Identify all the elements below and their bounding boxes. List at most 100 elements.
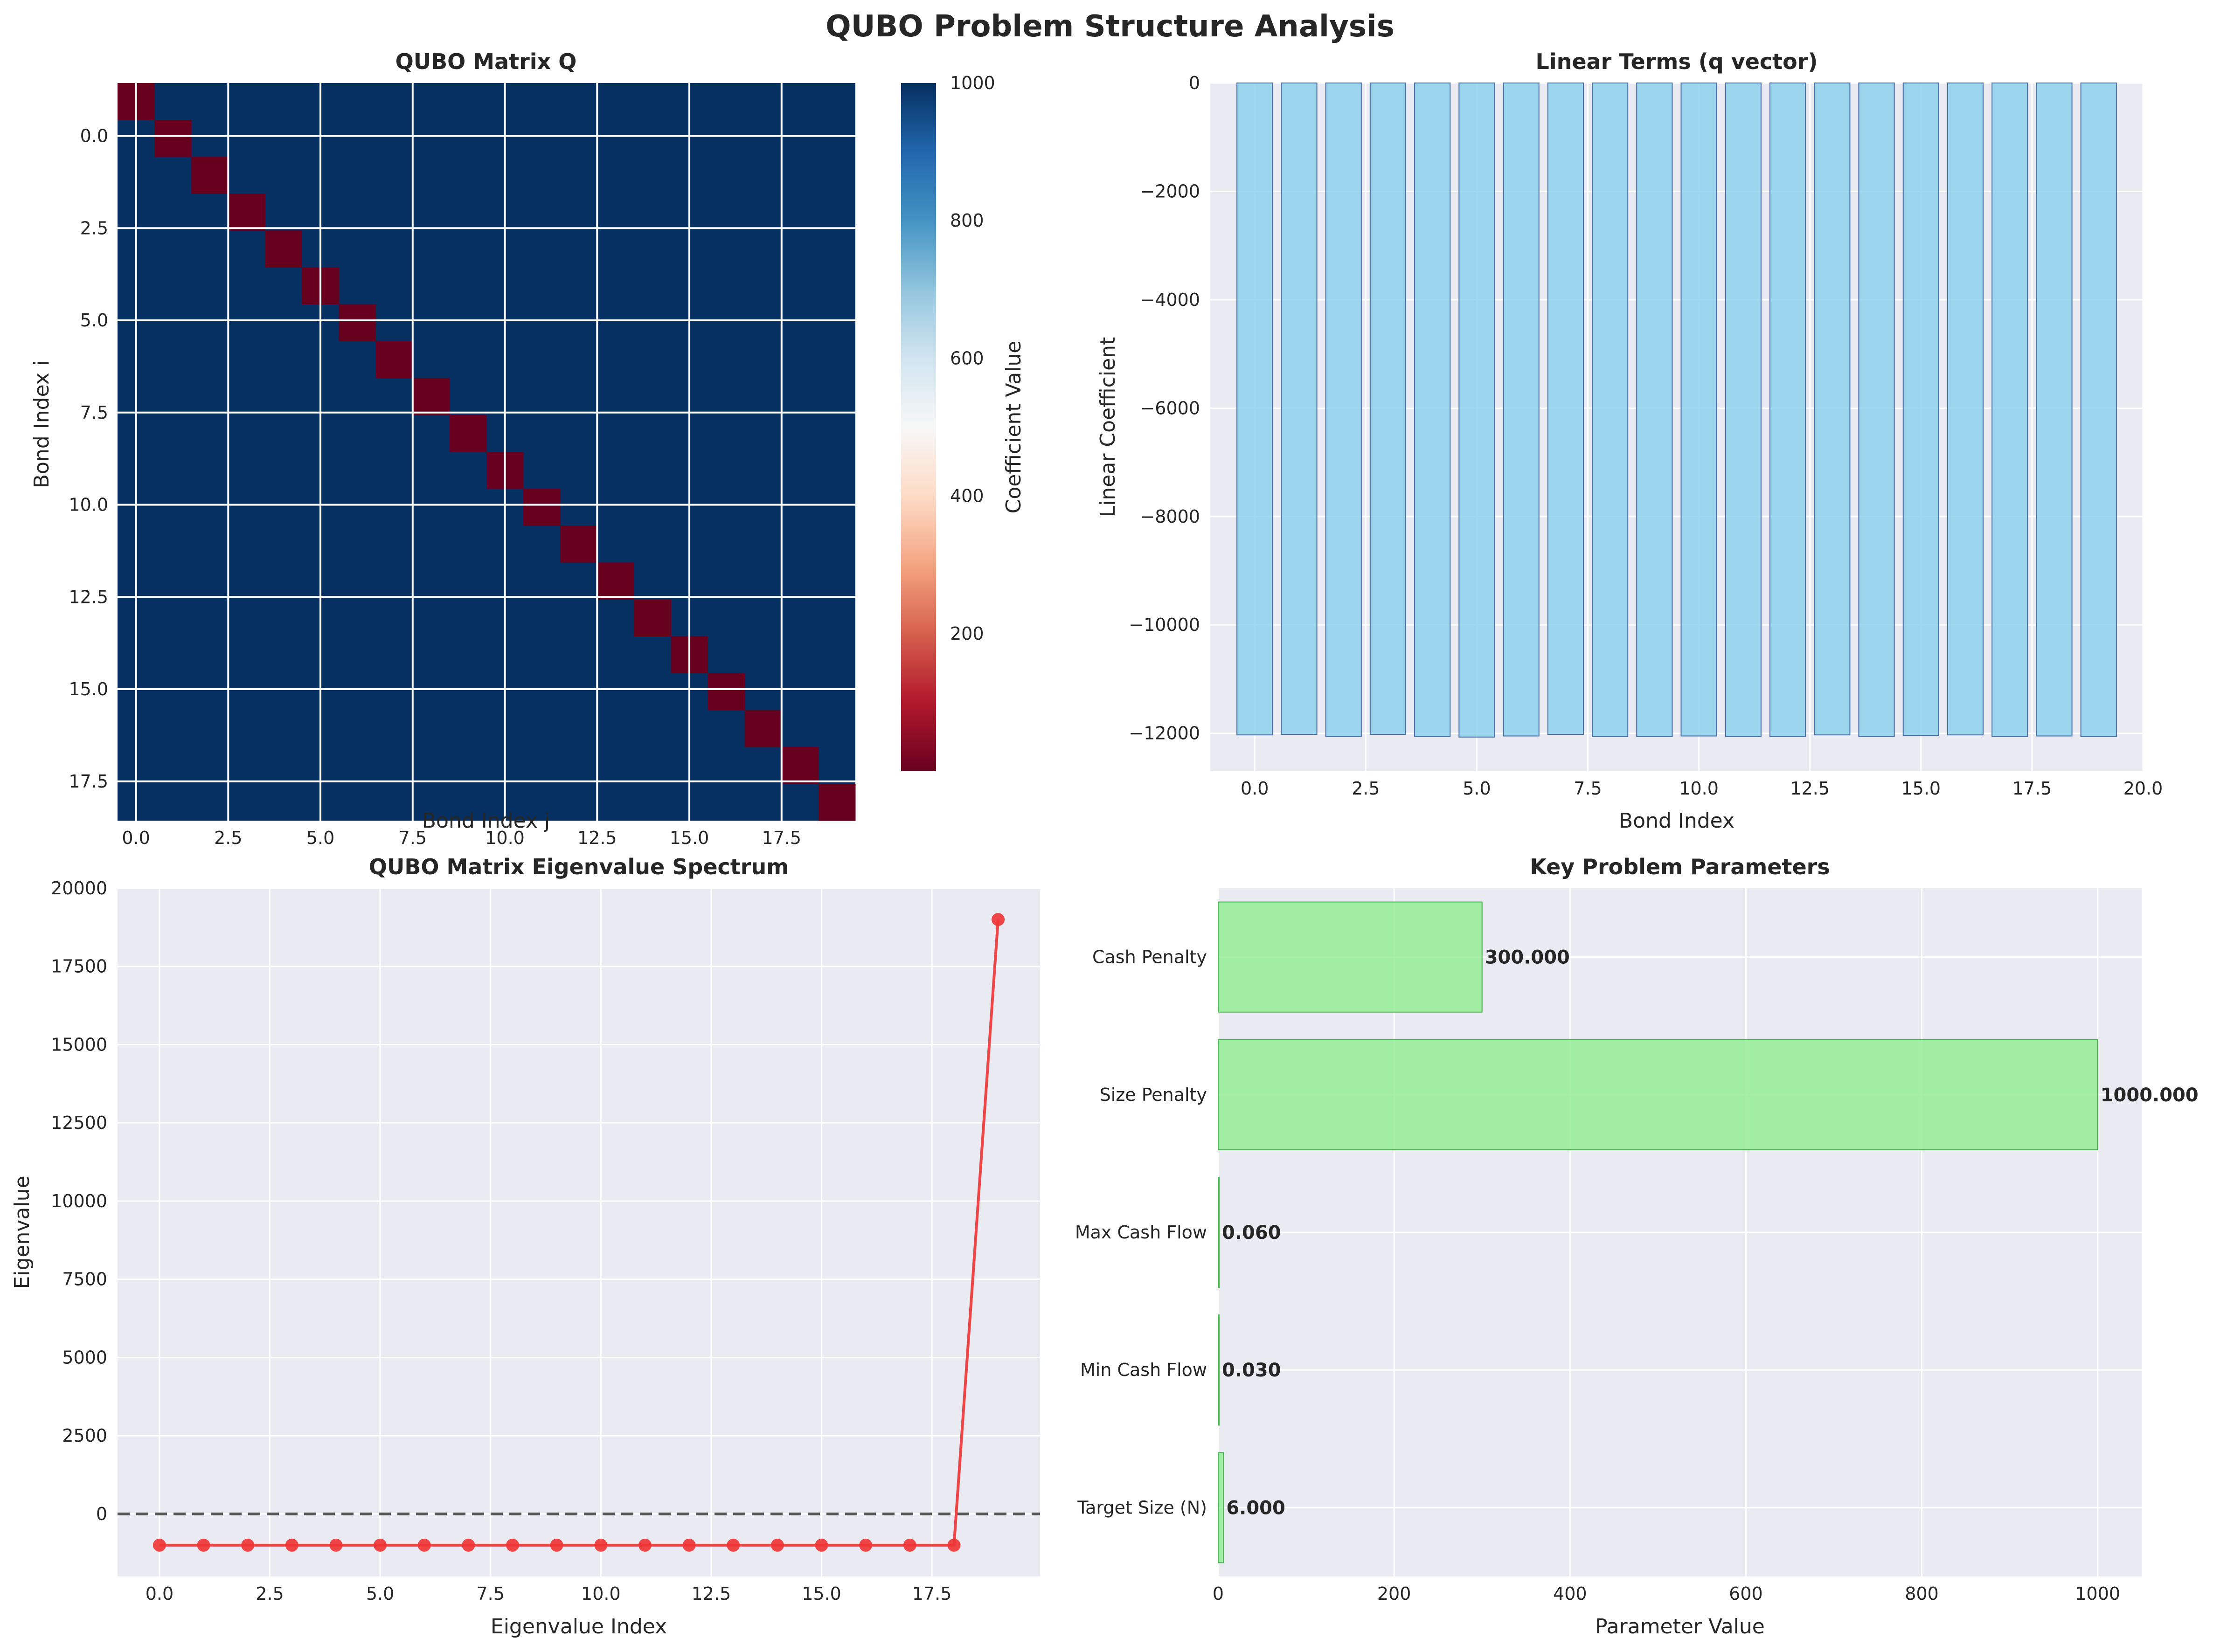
y-tick-label: 15.0: [69, 679, 108, 699]
linear-terms-title: Linear Terms (q vector): [1536, 49, 1818, 74]
linear-term-bar: [1236, 83, 1273, 736]
parameters-bars: 300.000 1000.000 0.060 0.030 6.000: [1218, 901, 2199, 1563]
x-tick-label: 7.5: [476, 1583, 504, 1604]
y-tick-label: 12500: [51, 1113, 107, 1133]
x-tick-label: 0: [1213, 1583, 1224, 1604]
linear-term-bar: [1725, 83, 1762, 737]
x-tick-label: 0.0: [122, 828, 150, 848]
y-tick-label: 0.0: [80, 126, 108, 146]
parameters-x-label: Parameter Value: [1595, 1615, 1765, 1638]
eigenvalue-point: [770, 1538, 784, 1552]
eigenvalue-point: [329, 1538, 343, 1552]
heatmap-diagonal-cell: [634, 599, 671, 636]
y-tick-label: 0: [96, 1504, 107, 1524]
linear-term-bar: [1281, 83, 1318, 735]
eigenvalue-point: [638, 1538, 652, 1552]
linear-terms-bars: [1236, 83, 2117, 738]
colorbar-ticks: 200 400 600 800 1000: [950, 73, 995, 644]
heatmap-title: QUBO Matrix Q: [395, 49, 577, 74]
linear-term-bar: [1947, 83, 1984, 736]
heatmap-diagonal-cell: [339, 304, 376, 342]
y-tick-label: 5.0: [80, 310, 108, 331]
eigenvalue-plot-area: [118, 888, 1040, 1576]
linear-term-bar: [1636, 83, 1673, 737]
eigenvalue-y-label: Eigenvalue: [10, 1175, 34, 1289]
x-tick-label: 7.5: [1574, 778, 1602, 799]
eigenvalue-point: [859, 1538, 873, 1552]
eigenvalue-point: [506, 1538, 520, 1552]
linear-term-bar: [1902, 83, 1939, 736]
y-tick-label: −8000: [1140, 506, 1200, 527]
parameter-bar: [1218, 1039, 2098, 1150]
colorbar-tick-label: 1000: [950, 73, 995, 93]
linear-term-bar: [1592, 83, 1629, 737]
colorbar-label: Coefficient Value: [1002, 341, 1026, 514]
y-tick-label: 17.5: [69, 771, 108, 792]
y-tick-label: −12000: [1129, 723, 1200, 744]
linear-term-bar: [1858, 83, 1895, 737]
y-tick-label: 17500: [51, 956, 107, 977]
linear-terms-x-label: Bond Index: [1619, 809, 1734, 833]
linear-terms-y-label: Linear Coefficient: [1096, 337, 1120, 518]
colorbar-tick-label: 800: [950, 210, 984, 231]
parameter-bar: [1218, 1452, 1224, 1563]
heatmap-diagonal-cell: [265, 230, 302, 268]
eigenvalue-x-label: Eigenvalue Index: [491, 1615, 667, 1638]
heatmap-diagonal-cell: [560, 525, 597, 563]
eigenvalue-point: [285, 1538, 298, 1552]
y-tick-label: 12.5: [69, 587, 108, 607]
x-tick-label: 200: [1377, 1583, 1411, 1604]
x-tick-label: 17.5: [2012, 778, 2052, 799]
x-tick-label: 2.5: [214, 828, 242, 848]
y-tick-label: 7.5: [80, 402, 108, 423]
eigenvalue-point: [153, 1538, 166, 1552]
linear-term-bar: [1814, 83, 1851, 736]
linear-terms-x-ticks: 0.0 2.5 5.0 7.5 10.0 12.5 15.0 17.5 20.0: [1241, 778, 2163, 799]
x-tick-label: 17.5: [762, 828, 801, 848]
eigenvalue-point: [815, 1538, 828, 1552]
x-tick-label: 2.5: [1352, 778, 1380, 799]
eigenvalue-title: QUBO Matrix Eigenvalue Spectrum: [369, 854, 789, 879]
parameters-panel: 300.000 1000.000 0.060 0.030 6.000 0 200 400 60…: [1075, 854, 2199, 1638]
y-tick-label: 15000: [51, 1034, 107, 1055]
linear-terms-y-ticks: 0 −2000 −4000 −6000 −8000 −10000 −12000: [1129, 73, 1200, 744]
linear-term-bar: [1458, 83, 1495, 738]
heatmap-diagonal-cell: [781, 747, 819, 784]
y-tick-label: −2000: [1140, 181, 1200, 201]
eigenvalue-point: [374, 1538, 387, 1552]
heatmap-diagonal-cell: [708, 673, 745, 711]
heatmap-diagonal-cell: [744, 710, 782, 747]
parameter-bar: [1218, 1314, 1220, 1426]
parameter-value-label: 6.000: [1226, 1497, 1285, 1519]
y-tick-label: −4000: [1140, 290, 1200, 310]
eigenvalue-points: [153, 913, 1005, 1552]
x-tick-label: 10.0: [1679, 778, 1719, 799]
y-tick-label: 5000: [62, 1347, 107, 1368]
heatmap-diagonal-cell: [154, 120, 192, 157]
linear-term-bar: [2036, 83, 2073, 737]
x-tick-label: 800: [1905, 1583, 1939, 1604]
parameter-value-label: 300.000: [1485, 947, 1570, 968]
y-tick-label: 0: [1189, 73, 1200, 93]
y-tick-label: Max Cash Flow: [1075, 1222, 1207, 1243]
x-tick-label: 0.0: [1241, 778, 1269, 799]
eigenvalue-panel: 0.0 2.5 5.0 7.5 10.0 12.5 15.0 17.5 0 2500 5000 75…: [10, 854, 1040, 1638]
x-tick-label: 10.0: [581, 1583, 621, 1604]
y-tick-label: 2500: [62, 1425, 107, 1446]
y-tick-label: −10000: [1129, 615, 1200, 635]
x-tick-label: 5.0: [366, 1583, 394, 1604]
heatmap-diagonal-cell: [375, 341, 413, 379]
eigenvalue-point: [550, 1538, 563, 1552]
heatmap-diagonal-cell: [412, 378, 450, 415]
heatmap-x-label: Bond Index j: [422, 809, 550, 833]
linear-term-bar: [1325, 83, 1362, 737]
y-tick-label: Target Size (N): [1077, 1497, 1207, 1518]
linear-term-bar: [2080, 83, 2117, 737]
y-tick-label: −6000: [1140, 398, 1200, 418]
y-tick-label: Min Cash Flow: [1080, 1360, 1207, 1380]
eigenvalue-y-ticks: 0 2500 5000 7500 10000 12500 15000 17500 20000: [51, 878, 107, 1524]
linear-term-bar: [1414, 83, 1451, 737]
figure-title: QUBO Problem Structure Analysis: [826, 9, 1394, 44]
y-tick-label: 20000: [51, 878, 107, 899]
